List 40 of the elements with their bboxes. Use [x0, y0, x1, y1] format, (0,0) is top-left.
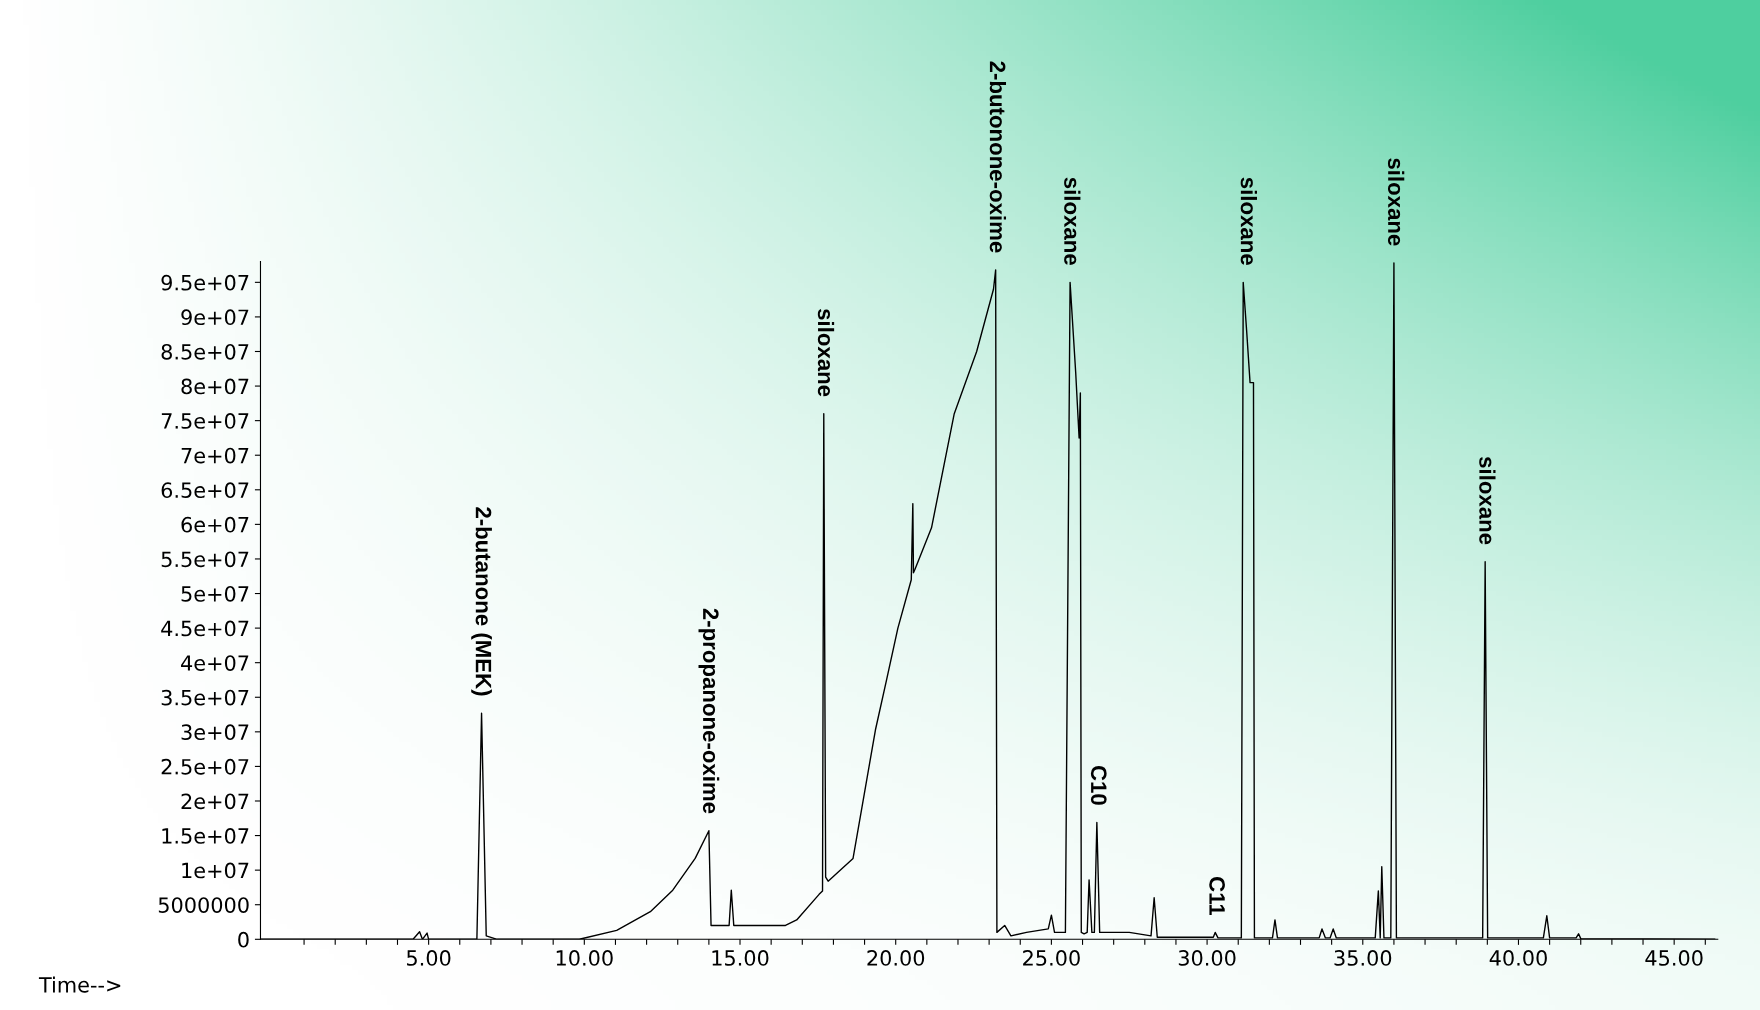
- y-tick-label: 0: [238, 931, 249, 948]
- x-tick-label: 45.00: [1645, 950, 1703, 966]
- y-tick-label: 9.5e+07: [161, 274, 249, 291]
- y-tick-label: 3e+07: [181, 724, 249, 741]
- y-tick-label: 2.5e+07: [161, 758, 249, 775]
- y-tick-label: 4e+07: [181, 655, 249, 671]
- annotation: 2-butonone-oxime: [989, 61, 1007, 253]
- x-tick-label: 10.00: [556, 950, 613, 966]
- x-tick-label: 35.00: [1334, 950, 1392, 966]
- x-tick-label: 5.00: [407, 950, 451, 966]
- y-tick-label: 7e+07: [181, 447, 249, 464]
- annotation: C10: [1090, 765, 1107, 805]
- y-tick-label: 5.5e+07: [161, 551, 249, 568]
- y-tick-label: 7.5e+07: [161, 413, 249, 429]
- annotation: 2-butanone (MEK): [471, 507, 492, 696]
- y-tick-label: 1e+07: [182, 862, 249, 879]
- annotation: siloxane: [817, 308, 835, 397]
- y-tick-label: 1.5e+07: [162, 828, 249, 844]
- x-tick-label: 25.00: [1023, 950, 1080, 966]
- y-tick-label: 2e+07: [181, 793, 249, 810]
- y-tick-label: 6e+07: [181, 516, 249, 533]
- annotation: siloxane: [1479, 456, 1496, 545]
- y-tick-label: 9e+07: [181, 309, 249, 326]
- x-tick-label: 15.00: [712, 950, 769, 966]
- y-tick-label: 5e+07: [181, 585, 249, 602]
- y-tick-label: 6.5e+07: [161, 482, 249, 499]
- x-tick-label: 20.00: [867, 950, 925, 966]
- annotation: siloxane: [1064, 177, 1081, 265]
- x-axis-title: Time-->: [38, 976, 121, 993]
- y-tick-label: 8e+07: [181, 378, 249, 395]
- x-tick-label: 40.00: [1489, 950, 1547, 966]
- y-tick-label: 4.5e+07: [161, 620, 249, 637]
- x-tick-label: 30.00: [1178, 950, 1236, 966]
- annotation: C11: [1209, 877, 1225, 916]
- y-tick-label: 3.5e+07: [161, 689, 249, 706]
- y-tick-label: 5000000: [158, 897, 249, 913]
- annotation: siloxane: [1240, 177, 1257, 265]
- annotation: 2-propanone-oxime: [698, 608, 720, 814]
- y-tick-label: 8.5e+07: [161, 343, 249, 360]
- annotation: siloxane: [1387, 158, 1405, 246]
